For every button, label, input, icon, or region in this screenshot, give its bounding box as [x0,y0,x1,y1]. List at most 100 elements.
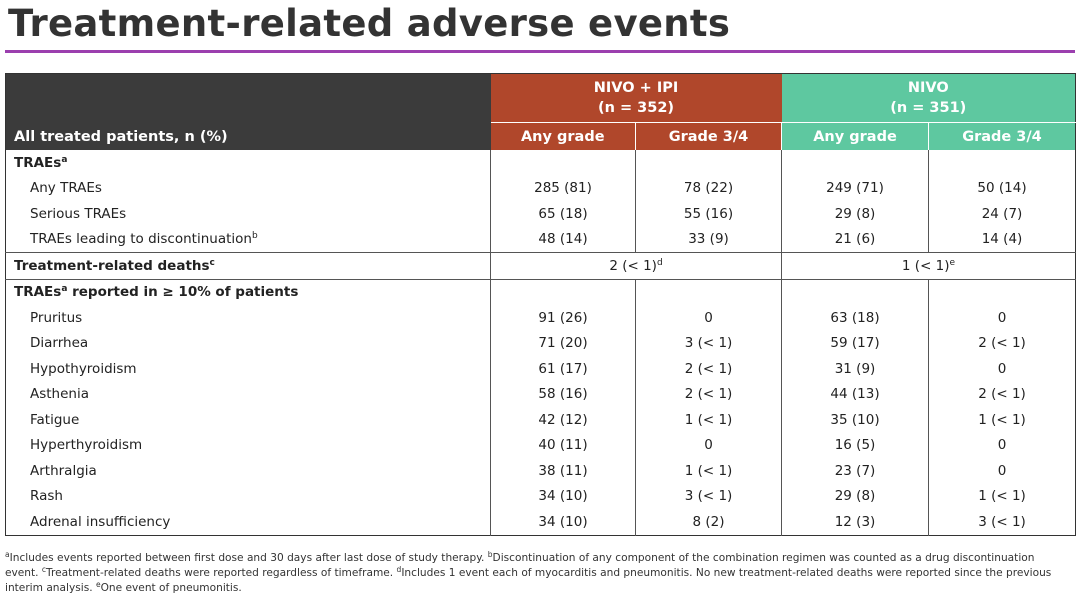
group-name: NIVO [907,80,949,96]
row-label: TRAEs leading to discontinuationb [5,226,491,253]
value-cell: 71 (20) [490,330,636,356]
value-cell: 1 (< 1) [928,407,1076,433]
table-header: All treated patients, n (%) NIVO + IPI (n … [5,73,1076,150]
subheader: Grade 3/4 [928,122,1076,150]
label-text: Adrenal insufficiency [30,513,171,530]
footnote: bDiscontinuation of any component of the… [5,550,1035,579]
value-cell: 34 (10) [490,509,636,535]
value-cell: 29 (8) [781,201,929,227]
data-row: Pruritus 91 (26) 0 63 (18) 0 [6,305,1076,331]
label-text: Asthenia [30,386,90,403]
value-cell: 0 [928,432,1076,458]
empty-cell [928,279,1076,305]
label-text: Rash [30,488,63,505]
value-cell: 2 (< 1) [635,381,782,407]
value-cell: 48 (14) [490,226,636,253]
empty-cell [490,279,636,305]
value-cell: 61 (17) [490,356,636,382]
data-row: Any TRAEs 285 (81) 78 (22) 249 (71) 50 (14) [6,175,1076,201]
footnote-mark: e [95,580,101,589]
label-text: Treatment-related deaths [14,257,210,274]
footnote-mark: a [61,284,68,295]
value-cell: 16 (5) [781,432,929,458]
section-row: Treatment-related deathsc 2 (< 1)d 1 (< 1)… [5,252,1076,280]
footnote-mark: e [949,257,956,268]
value-cell: 35 (10) [781,407,929,433]
data-row: Diarrhea 71 (20) 3 (< 1) 59 (17) 2 (< 1) [6,330,1076,357]
label-text: reported in ≥ 10% of patients [67,284,299,301]
label-text: TRAEs [14,284,62,301]
footnote-mark: a [61,154,68,165]
data-row: Arthralgia 38 (11) 1 (< 1) 23 (7) 0 [6,458,1076,484]
value-cell: 65 (18) [490,201,636,227]
data-row: Adrenal insufficiency 34 (10) 8 (2) 12 (3) 3… [6,509,1076,535]
group-header: NIVO + IPI (n = 352) [490,73,782,123]
label-text: Pruritus [30,309,83,326]
merged-cell: 2 (< 1)d [490,252,782,280]
row-label: Hyperthyroidism [6,433,491,459]
data-row: TRAEs leading to discontinuationb 48 (14)… [5,226,1076,253]
value-text: 2 (< 1) [609,257,657,274]
data-row: Asthenia 58 (16) 2 (< 1) 44 (13) 2 (< 1) [6,381,1076,407]
footnote: dIncludes 1 event each of myocarditis an… [5,565,1051,594]
value-cell: 14 (4) [928,226,1076,253]
value-cell: 55 (16) [635,201,782,227]
merged-cell: 1 (< 1)e [781,252,1076,280]
footnote-mark: d [396,565,402,574]
value-cell: 0 [928,458,1076,484]
row-label: Fatigue [6,407,491,433]
row-label: Adrenal insufficiency [6,509,491,535]
value-cell: 63 (18) [781,305,929,331]
slide-title: Treatment-related adverse events [8,2,731,45]
row-label: Serious TRAEs [6,201,491,227]
footnote-text: Treatment-related deaths were reported r… [46,567,394,579]
row-header: All treated patients, n (%) [5,73,491,150]
value-cell: 31 (9) [781,356,929,382]
label-text: Serious TRAEs [30,205,127,222]
value-text: 1 (< 1) [901,257,950,274]
value-cell: 0 [928,356,1076,382]
empty-cell [781,279,929,305]
footnote-mark: c [209,257,215,268]
value-cell: 2 (< 1) [928,381,1076,407]
label-text: Diarrhea [30,335,89,352]
header-row: All treated patients, n (%) NIVO + IPI (n … [5,73,1076,150]
footnote-mark: c [41,565,47,574]
footnote-text: Includes events reported between first d… [9,552,485,564]
value-cell: 12 (3) [781,509,929,535]
row-label: TRAEsa [6,150,491,176]
data-row: Serious TRAEs 65 (18) 55 (16) 29 (8) 24 (7) [6,201,1076,227]
footnote-text: Discontinuation of any component of the … [5,552,1035,579]
value-cell: 91 (26) [490,305,636,331]
group-name: NIVO + IPI [593,80,679,96]
value-cell: 34 (10) [490,483,636,509]
value-cell: 33 (9) [635,226,782,253]
footnote-mark: a [5,550,10,559]
title-rule [5,50,1075,53]
footnote-mark: b [251,231,258,242]
value-cell: 59 (17) [781,330,929,356]
value-cell: 285 (81) [490,175,636,201]
label-text: Fatigue [30,411,80,428]
row-label: Diarrhea [6,331,491,357]
value-cell: 3 (< 1) [928,509,1076,535]
value-cell: 24 (7) [928,201,1076,227]
data-row: Fatigue 42 (12) 1 (< 1) 35 (10) 1 (< 1) [6,407,1076,433]
value-cell: 78 (22) [635,175,782,201]
empty-cell [781,150,929,176]
value-cell: 23 (7) [781,458,929,484]
footnotes: aIncludes events reported between first … [5,551,1070,596]
empty-cell [635,150,782,176]
empty-cell [928,150,1076,176]
value-cell: 40 (11) [490,432,636,458]
label-text: TRAEs leading to discontinuation [30,231,252,248]
label-text: TRAEs [14,154,62,171]
adverse-events-table: All treated patients, n (%) NIVO + IPI (n … [5,73,1076,536]
value-cell: 1 (< 1) [635,407,782,433]
footnote-mark: b [487,550,493,559]
group-header: NIVO (n = 351) [781,73,1076,123]
table-body: TRAEsa Any TRAEs 285 (81) 78 (22) 249 (71) 50… [5,150,1076,535]
value-cell: 1 (< 1) [635,458,782,484]
row-label: Arthralgia [6,458,491,484]
